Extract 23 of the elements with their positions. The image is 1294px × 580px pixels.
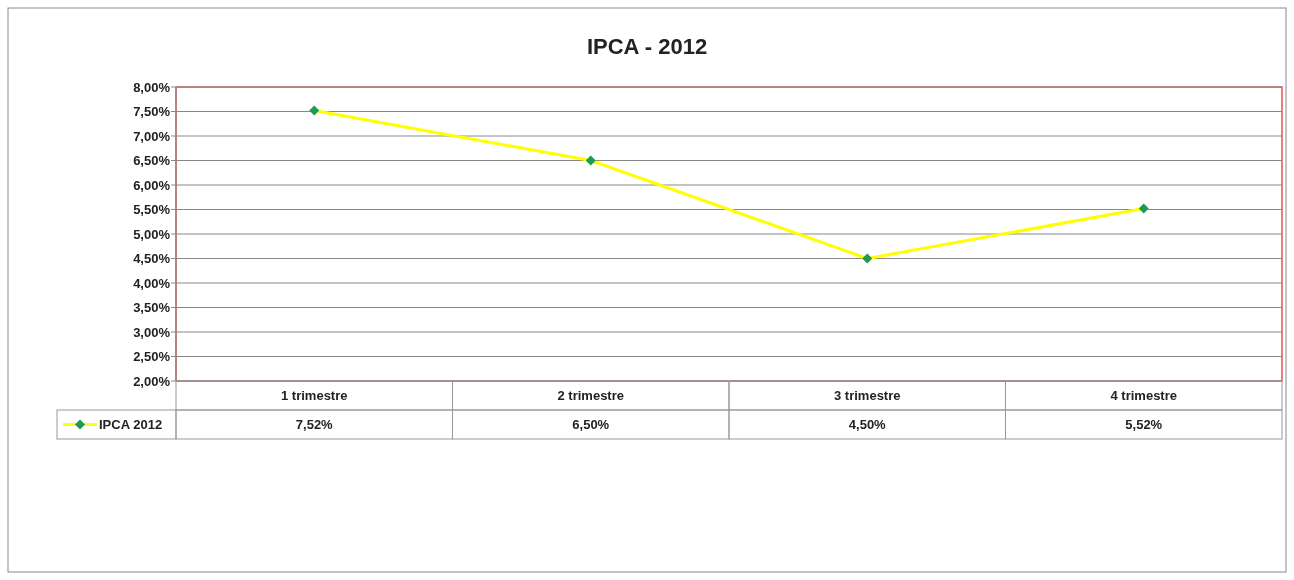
data-label: 5,52%	[1125, 417, 1163, 433]
y-tick-label: 2,00%	[133, 373, 171, 389]
y-tick-label: 3,50%	[133, 300, 171, 316]
x-tick-label: 3 trimestre	[834, 388, 901, 404]
y-tick-label: 2,50%	[133, 349, 171, 365]
y-tick-label: 4,00%	[133, 275, 171, 291]
y-tick-label: 7,00%	[133, 128, 171, 144]
y-tick-label: 6,50%	[133, 153, 171, 169]
data-label: 6,50%	[572, 417, 610, 433]
y-tick-label: 7,50%	[133, 104, 171, 120]
y-tick-label: 5,00%	[133, 226, 171, 242]
data-label: 7,52%	[295, 417, 334, 433]
chart-title: IPCA - 2012	[586, 34, 708, 59]
data-label: 4,50%	[848, 417, 887, 433]
legend-label: IPCA 2012	[99, 417, 163, 433]
y-tick-label: 6,00%	[133, 177, 171, 193]
y-tick-label: 5,50%	[133, 202, 171, 218]
y-tick-label: 4,50%	[133, 251, 171, 267]
y-tick-label: 8,00%	[133, 79, 171, 95]
x-tick-label: 1 trimestre	[281, 388, 348, 404]
y-tick-label: 3,00%	[133, 324, 171, 340]
x-tick-label: 4 trimestre	[1110, 388, 1177, 404]
x-tick-label: 2 trimestre	[557, 388, 624, 404]
